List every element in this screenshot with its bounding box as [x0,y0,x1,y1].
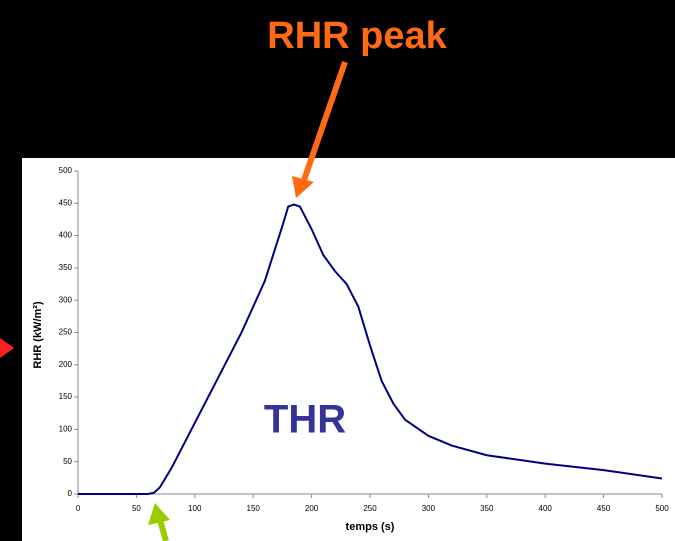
y-tick-label: 500 [59,166,73,175]
x-tick-label: 100 [188,504,202,513]
x-tick-label: 350 [480,504,494,513]
x-tick-label: 150 [247,504,261,513]
x-tick-label: 0 [76,504,81,513]
x-tick-label: 300 [422,504,436,513]
x-tick-label: 400 [539,504,553,513]
y-tick-label: 300 [59,295,73,304]
y-axis-label: RHR (kW/m²) [32,301,44,369]
y-tick-label: 250 [59,328,73,337]
data-line [78,203,663,495]
peak-arrow [301,61,348,181]
x-tick-label: 500 [655,504,669,513]
y-tick-label: 50 [63,457,72,466]
peak-annotation: RHR peak [267,15,447,57]
y-tick-label: 200 [59,360,73,369]
thr-arrow [0,338,14,358]
area-annotation: THR [264,398,346,442]
x-tick-label: 50 [132,504,141,513]
plot-background [22,158,675,541]
ignition-arrow [157,519,169,541]
y-tick-label: 150 [59,392,73,401]
y-tick-label: 450 [59,198,73,207]
x-tick-label: 450 [597,504,611,513]
x-tick-label: 200 [305,504,319,513]
x-tick-label: 250 [363,504,377,513]
y-tick-label: 400 [59,231,73,240]
ignition-arrowhead [148,503,170,525]
peak-arrowhead [292,176,314,198]
y-tick-label: 100 [59,425,73,434]
y-tick-label: 350 [59,263,73,272]
x-axis-label: temps (s) [346,521,395,533]
y-tick-label: 0 [68,489,73,498]
